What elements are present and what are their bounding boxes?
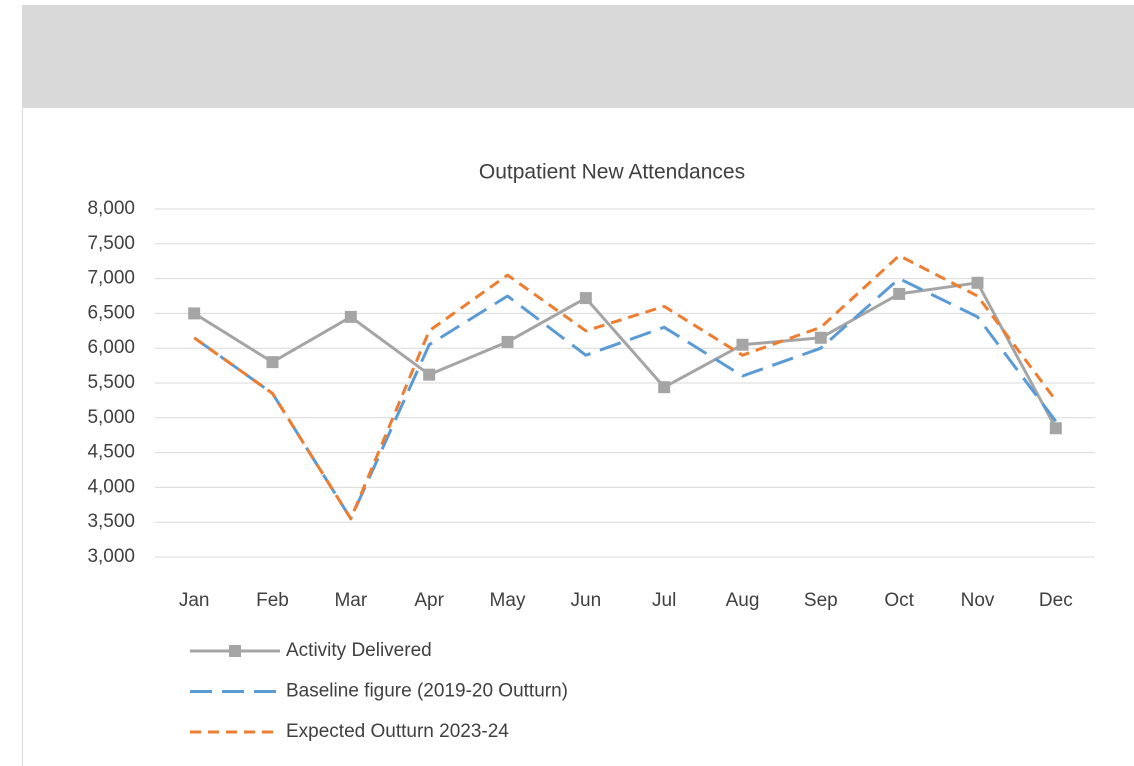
x-tick-label: Feb: [256, 590, 289, 611]
y-tick-label: 3,500: [87, 511, 135, 532]
y-tick-label: 4,500: [87, 442, 135, 463]
x-tick-label: Aug: [726, 590, 760, 611]
x-tick-label: Nov: [961, 590, 995, 611]
marker: [736, 338, 749, 351]
y-tick-label: 8,000: [87, 198, 135, 219]
legend-label: Baseline figure (2019-20 Outturn): [286, 681, 568, 702]
marker: [1049, 422, 1062, 435]
marker: [658, 381, 671, 394]
marker: [971, 276, 984, 289]
series-line: [193, 277, 1057, 521]
x-tick-label: Jul: [652, 590, 676, 611]
series-line: [193, 281, 1058, 429]
marker: [579, 292, 592, 305]
header-band: [22, 5, 1134, 108]
x-tick-label: Dec: [1039, 590, 1073, 611]
x-tick-label: Sep: [804, 590, 838, 611]
marker: [893, 287, 906, 300]
marker: [423, 368, 436, 381]
x-tick-label: Jan: [179, 590, 210, 611]
x-tick-label: Oct: [884, 590, 914, 611]
series-line: [193, 254, 1057, 521]
chart-title: Outpatient New Attendances: [479, 161, 745, 184]
y-tick-label: 5,500: [87, 372, 135, 393]
legend-marker: [229, 645, 241, 657]
y-tick-label: 6,000: [87, 337, 135, 358]
y-tick-label: 7,500: [87, 233, 135, 254]
y-tick-label: 3,000: [87, 546, 135, 567]
legend-label: Activity Delivered: [286, 640, 432, 661]
x-tick-label: May: [490, 590, 526, 611]
y-tick-label: 5,000: [87, 407, 135, 428]
x-tick-label: Mar: [334, 590, 367, 611]
legend-label: Expected Outturn 2023-24: [286, 721, 509, 742]
marker: [814, 331, 827, 344]
y-tick-label: 6,500: [87, 302, 135, 323]
marker: [501, 335, 514, 348]
y-tick-label: 7,000: [87, 268, 135, 289]
marker: [266, 356, 279, 369]
x-tick-label: Jun: [571, 590, 602, 611]
marker: [344, 310, 357, 323]
marker: [188, 307, 201, 320]
x-tick-label: Apr: [414, 590, 444, 611]
y-tick-label: 4,000: [87, 476, 135, 497]
